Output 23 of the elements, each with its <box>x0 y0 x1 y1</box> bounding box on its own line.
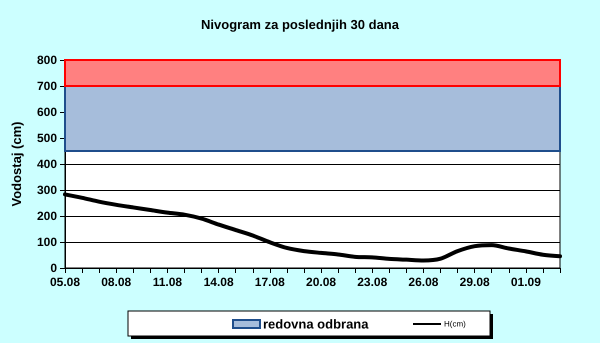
y-tick-label: 700 <box>36 79 58 93</box>
x-tick-label: 05.08 <box>50 275 80 289</box>
x-tick-label: 17.08 <box>254 275 286 289</box>
x-tick-label: 29.08 <box>460 275 490 289</box>
legend-label: H(cm) <box>444 320 466 328</box>
x-tick-label: 20.08 <box>306 275 336 289</box>
x-tick-label: 01.09 <box>510 275 542 289</box>
y-axis-title: Vodostaj (cm) <box>9 122 24 206</box>
y-tick-label: 500 <box>36 131 58 145</box>
legend-label: redovna odbrana <box>263 316 370 332</box>
x-tick-label: 11.08 <box>152 275 182 289</box>
x-tick-label: 14.08 <box>204 275 234 289</box>
y-tick-label: 200 <box>36 209 58 223</box>
y-tick-label: 300 <box>36 183 58 197</box>
y-tick-label: 800 <box>36 53 58 67</box>
x-tick-label: 23.08 <box>357 275 388 289</box>
y-tick-label: 600 <box>36 105 58 119</box>
y-tick-label: 0 <box>50 261 58 275</box>
x-tick-label: 08.08 <box>101 275 132 289</box>
y-tick-label: 100 <box>36 235 58 249</box>
chart-title: Nivogram za poslednjih 30 dana <box>201 17 400 32</box>
x-tick-label: 26.08 <box>408 275 439 289</box>
y-tick-label: 400 <box>36 157 58 171</box>
